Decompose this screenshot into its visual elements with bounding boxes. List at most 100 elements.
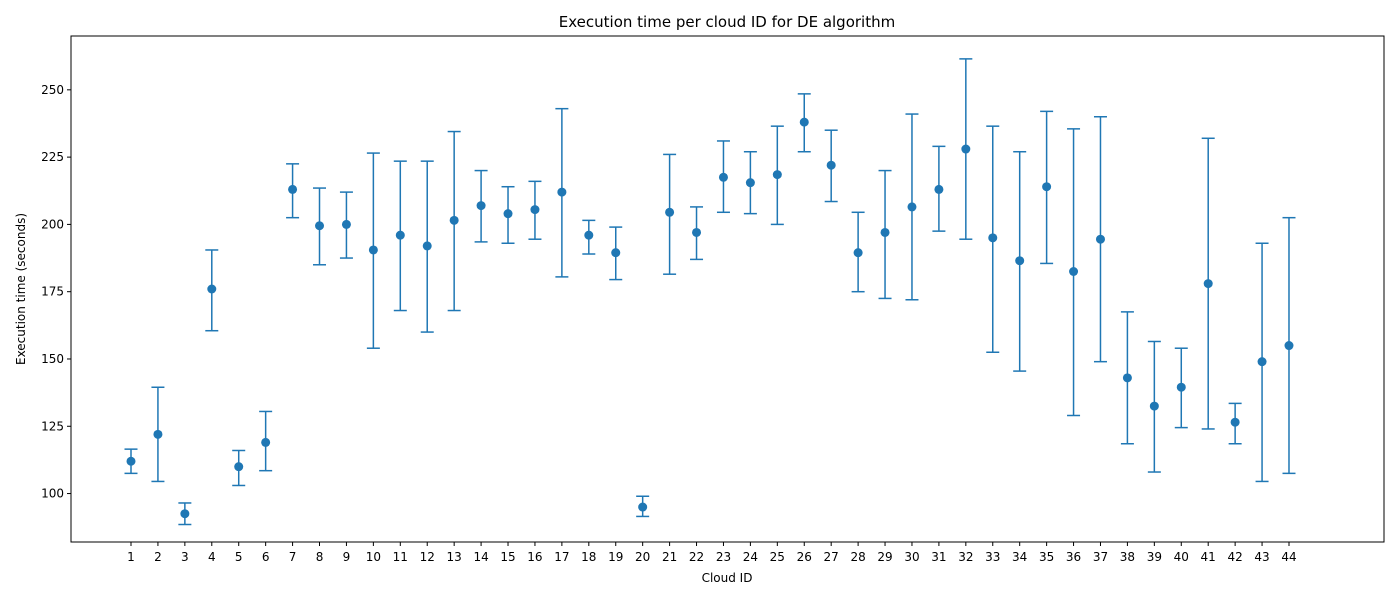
data-point [422,241,432,251]
x-tick-label: 2 [154,550,162,564]
data-point [153,429,163,439]
y-tick-label: 150 [41,352,64,366]
y-tick-label: 100 [41,487,64,501]
x-tick-label: 24 [743,550,758,564]
x-tick-label: 40 [1174,550,1189,564]
x-tick-label: 27 [824,550,839,564]
data-point [503,209,513,219]
x-tick-label: 44 [1281,550,1296,564]
plot-area-frame [70,35,1385,543]
data-point [1015,256,1025,266]
x-tick-label: 5 [235,550,243,564]
x-tick-label: 23 [716,550,731,564]
x-tick-label: 20 [635,550,650,564]
data-point [934,184,944,194]
x-tick-label: 42 [1227,550,1242,564]
x-tick-label: 8 [316,550,324,564]
x-tick-label: 13 [447,550,462,564]
data-point [961,144,971,154]
y-tick-label: 175 [41,285,64,299]
x-tick-label: 37 [1093,550,1108,564]
data-point [1284,341,1294,351]
data-point [1203,279,1213,289]
x-tick-label: 18 [581,550,596,564]
data-point [1176,382,1186,392]
data-point [1149,401,1159,411]
x-tick-label: 25 [770,550,785,564]
x-tick-label: 19 [608,550,623,564]
data-point [557,187,567,197]
data-point [341,219,351,229]
y-tick-label: 225 [41,150,64,164]
data-point [261,437,271,447]
data-point [1122,373,1132,383]
data-point [395,230,405,240]
x-tick-label: 32 [958,550,973,564]
x-tick-label: 31 [931,550,946,564]
data-point [826,160,836,170]
data-point [449,215,459,225]
data-point [368,245,378,255]
y-axis: 100 125 150 175 200 225 250 [41,83,71,501]
data-point [530,205,540,215]
x-tick-label: 7 [289,550,297,564]
chart-title: Execution time per cloud ID for DE algor… [559,13,895,31]
data-point [1095,234,1105,244]
data-point [315,221,325,231]
x-tick-label: 29 [877,550,892,564]
data-point [665,207,675,217]
data-point [1069,267,1079,277]
x-tick-label: 26 [797,550,812,564]
data-point [907,202,917,212]
x-tick-label: 22 [689,550,704,564]
data-point [584,230,594,240]
x-tick-label: 11 [393,550,408,564]
x-tick-label: 21 [662,550,677,564]
x-tick-label: 38 [1120,550,1135,564]
error-bars [124,58,1296,526]
data-point [1042,182,1052,192]
data-point [638,502,648,512]
y-tick-label: 125 [41,419,64,433]
data-point [880,227,890,237]
x-tick-label: 36 [1066,550,1081,564]
data-points [126,117,1294,519]
y-tick-label: 250 [41,83,64,97]
data-point [476,201,486,211]
x-tick-label: 39 [1147,550,1162,564]
x-tick-label: 34 [1012,550,1027,564]
x-tick-label: 43 [1254,550,1269,564]
data-point [772,170,782,180]
x-tick-label: 28 [850,550,865,564]
x-tick-label: 17 [554,550,569,564]
data-point [207,284,217,294]
x-tick-label: 6 [262,550,270,564]
x-tick-label: 35 [1039,550,1054,564]
x-tick-label: 14 [473,550,488,564]
data-point [234,462,244,472]
x-tick-label: 41 [1201,550,1216,564]
x-tick-label: 4 [208,550,216,564]
data-point [288,184,298,194]
x-tick-label: 12 [420,550,435,564]
data-point [1257,357,1267,367]
x-tick-label: 1 [127,550,135,564]
data-point [988,233,998,243]
y-axis-label: Execution time (seconds) [14,213,28,365]
x-axis-label: Cloud ID [702,571,753,585]
x-tick-label: 9 [343,550,351,564]
x-tick-label: 16 [527,550,542,564]
x-tick-label: 3 [181,550,189,564]
data-point [718,172,728,182]
x-axis: 1 2 3 4 5 6 7 8 9 10 11 12 13 14 15 16 17 18 19 20 21 22 23 24 2… [127,542,1297,564]
data-point [692,227,702,237]
x-tick-label: 30 [904,550,919,564]
data-point [1230,417,1240,427]
y-tick-label: 200 [41,217,64,231]
x-tick-label: 10 [366,550,381,564]
data-point [126,456,136,466]
data-point [853,248,863,258]
x-tick-label: 33 [985,550,1000,564]
data-point [799,117,809,127]
